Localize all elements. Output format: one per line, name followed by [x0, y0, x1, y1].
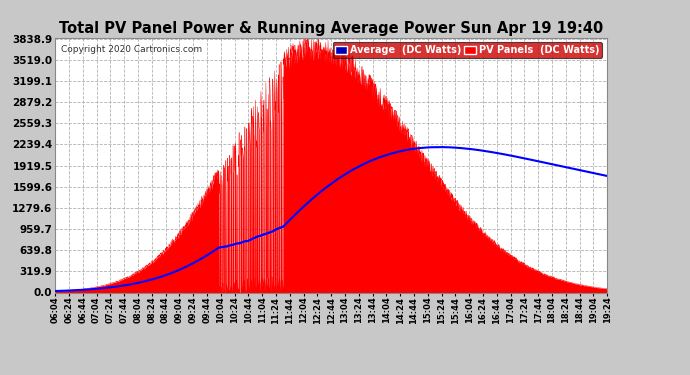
Legend: Average  (DC Watts), PV Panels  (DC Watts): Average (DC Watts), PV Panels (DC Watts) — [333, 42, 602, 58]
Text: Copyright 2020 Cartronics.com: Copyright 2020 Cartronics.com — [61, 45, 202, 54]
Title: Total PV Panel Power & Running Average Power Sun Apr 19 19:40: Total PV Panel Power & Running Average P… — [59, 21, 603, 36]
